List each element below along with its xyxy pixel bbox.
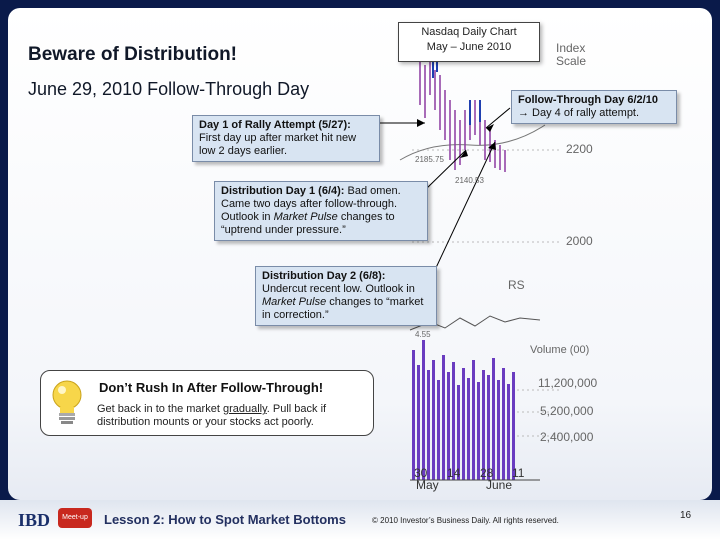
- meetup-logo-icon: Meet-up: [58, 508, 92, 528]
- callout-text: changes to “uptrend under pressure.”: [221, 211, 395, 236]
- callout-title: Distribution Day 1 (6/4):: [221, 185, 345, 197]
- date-tick-30: 30: [414, 466, 428, 480]
- price-level-2200: 2200: [566, 142, 593, 156]
- arrowhead: [486, 124, 494, 132]
- callout-title: Follow-Through Day 6/2/10: [518, 94, 658, 106]
- callout-text: First day up after market hit new low 2 …: [199, 132, 357, 157]
- slide-title: Beware of Distribution!: [28, 44, 238, 65]
- month-label-may: May: [416, 478, 439, 492]
- chart-title-box: Nasdaq Daily Chart May – June 2010: [398, 22, 540, 62]
- footer: IBD Meet-up Lesson 2: How to Spot Market…: [0, 500, 720, 540]
- copyright: © 2010 Investor’s Business Daily. All ri…: [372, 516, 559, 525]
- arrowhead: [488, 142, 496, 150]
- month-label-june: June: [486, 478, 513, 492]
- lightbulb-icon: [52, 380, 82, 424]
- callout-text: → Day 4 of rally attempt.: [518, 107, 640, 119]
- moving-average-line: [399, 124, 546, 161]
- arrowhead: [460, 150, 468, 158]
- rs-label: RS: [508, 278, 525, 292]
- volume-bars: [412, 340, 515, 480]
- tip-heading: Don’t Rush In After Follow-Through!: [99, 380, 324, 395]
- callout-italic: Market Pulse: [262, 296, 327, 308]
- callout-italic: Market Pulse: [273, 211, 338, 223]
- tip-box: Don’t Rush In After Follow-Through! Get …: [40, 370, 374, 436]
- arrowhead: [417, 119, 425, 127]
- ibd-logo: IBD: [18, 510, 51, 530]
- chart-date-range: May – June 2010: [426, 41, 512, 53]
- price-annotation-low: 2140.53: [455, 176, 484, 185]
- date-tick-28: 28: [480, 466, 494, 480]
- tip-text: . Pull back if distribution mounts or yo…: [97, 403, 327, 428]
- callout-title: Day 1 of Rally Attempt (5/27):: [199, 119, 351, 131]
- callout-follow-through: Follow-Through Day 6/2/10 → Day 4 of ral…: [511, 90, 677, 124]
- lesson-title: Lesson 2: How to Spot Market Bottoms: [104, 512, 346, 527]
- price-annotation-high: 2185.75: [415, 155, 444, 164]
- volume-level-3: 2,400,000: [540, 430, 594, 444]
- page-number: 16: [680, 510, 692, 521]
- index-label: Index: [556, 41, 586, 55]
- date-tick-14: 14: [447, 466, 461, 480]
- date-tick-11: 11: [512, 466, 525, 480]
- price-level-2000: 2000: [566, 234, 593, 248]
- tip-underlined: gradually: [222, 403, 267, 415]
- chart-title: Nasdaq Daily Chart: [421, 26, 517, 38]
- tip-body: Get back in to the market gradually. Pul…: [97, 403, 367, 429]
- callout-text: changes to “market in correction.”: [262, 296, 424, 321]
- volume-label: Volume (00): [530, 344, 590, 356]
- callout-distribution-day-1: Distribution Day 1 (6/4): Bad omen. Came…: [214, 181, 428, 241]
- scale-label: Scale: [556, 54, 587, 68]
- index-scale-label: Index Scale: [556, 42, 586, 68]
- volume-level-2: 5,200,000: [540, 404, 594, 418]
- slide-subtitle: June 29, 2010 Follow-Through Day: [28, 79, 310, 99]
- callout-distribution-day-2: Distribution Day 2 (6/8): Undercut recen…: [255, 266, 437, 326]
- callout-day1: Day 1 of Rally Attempt (5/27): First day…: [192, 115, 380, 162]
- callout-text: Bad omen. Came two days after follow-thr…: [221, 185, 401, 223]
- volume-level-1: 11,200,000: [538, 376, 598, 390]
- callout-title: Distribution Day 2 (6/8):: [262, 270, 386, 282]
- tip-text: Get back in to the market: [97, 403, 223, 415]
- callout-text: Undercut recent low. Outlook in: [262, 283, 415, 295]
- rs-value: 4.55: [415, 330, 431, 339]
